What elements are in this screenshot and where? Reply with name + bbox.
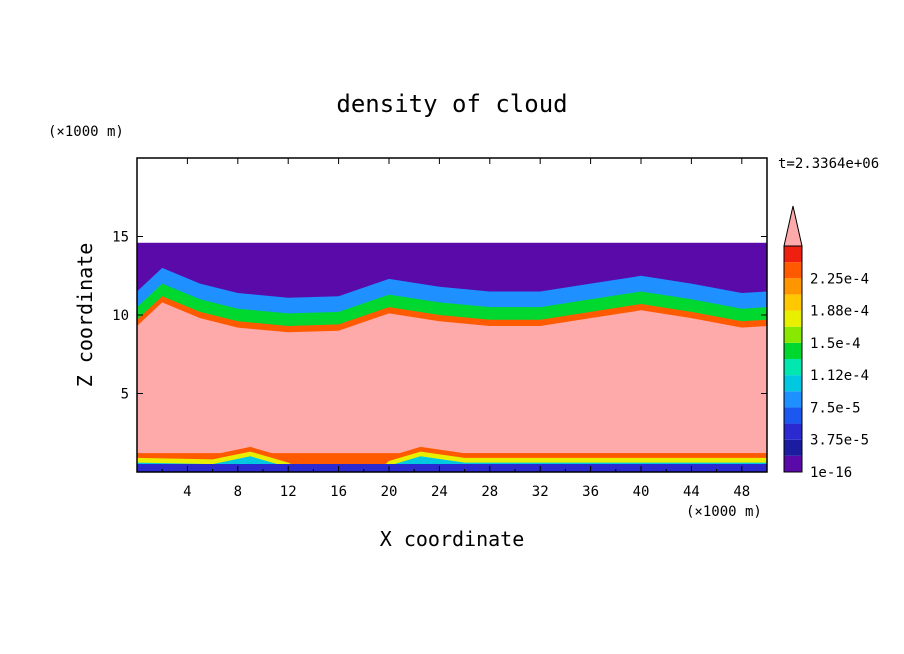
- y-tick-label: 10: [112, 308, 129, 324]
- y-unit-label: (×1000 m): [48, 124, 124, 140]
- y-tick-label: 15: [112, 230, 129, 246]
- colorbar-label: 7.5e-5: [810, 400, 861, 416]
- x-tick-label: 48: [733, 484, 750, 500]
- x-tick-label: 24: [431, 484, 448, 500]
- colorbar-segment: [784, 294, 802, 311]
- colorbar-label: 2.25e-4: [810, 271, 869, 287]
- colorbar-label: 1e-16: [810, 465, 852, 481]
- colorbar-segment: [784, 423, 802, 440]
- colorbar-segment: [784, 375, 802, 392]
- x-tick-label: 36: [582, 484, 599, 500]
- chart-title: density of cloud: [336, 90, 567, 118]
- x-tick-label: 28: [481, 484, 498, 500]
- colorbar-segment: [784, 246, 802, 263]
- x-tick-label: 20: [381, 484, 398, 500]
- x-tick-label: 4: [183, 484, 191, 500]
- colorbar: [783, 205, 803, 473]
- time-label: t=2.3364e+06: [778, 156, 879, 172]
- surface-base-band: [137, 464, 767, 472]
- colorbar-extension: [783, 205, 803, 247]
- colorbar-frame: [783, 245, 803, 473]
- x-tick-label: 40: [633, 484, 650, 500]
- y-axis-label: Z coordinate: [73, 243, 97, 388]
- x-tick-label: 16: [330, 484, 347, 500]
- colorbar-segment: [784, 326, 802, 343]
- x-axis-label: X coordinate: [380, 527, 525, 551]
- x-tick-label: 32: [532, 484, 549, 500]
- colorbar-segment: [784, 278, 802, 295]
- dense-cloud-core: [137, 302, 767, 454]
- colorbar-segment: [784, 455, 802, 472]
- y-tick-label: 5: [121, 387, 129, 403]
- colorbar-segment: [784, 407, 802, 424]
- x-axis-ticks: 4 8 12 16 20 24 28 32 36 40 44 48: [161, 158, 750, 500]
- colorbar-segment: [784, 310, 802, 327]
- colorbar-segment: [784, 359, 802, 376]
- colorbar-label: 1.88e-4: [810, 304, 869, 320]
- colorbar-label: 1.12e-4: [810, 368, 869, 384]
- x-unit-label: (×1000 m): [686, 504, 762, 520]
- colorbar-segment: [784, 262, 802, 279]
- colorbar-label: 1.5e-4: [810, 336, 861, 352]
- colorbar-labels: 1e-16 3.75e-5 7.5e-5 1.12e-4 1.5e-4 1.88e-4 2.…: [810, 271, 869, 481]
- y-axis-ticks: 5 10 15: [112, 230, 767, 403]
- colorbar-label: 3.75e-5: [810, 433, 869, 449]
- x-tick-label: 12: [280, 484, 297, 500]
- colorbar-segment: [784, 391, 802, 408]
- colorbar-segment: [784, 342, 802, 359]
- x-tick-label: 8: [234, 484, 242, 500]
- x-tick-label: 44: [683, 484, 700, 500]
- colorbar-segment: [784, 439, 802, 456]
